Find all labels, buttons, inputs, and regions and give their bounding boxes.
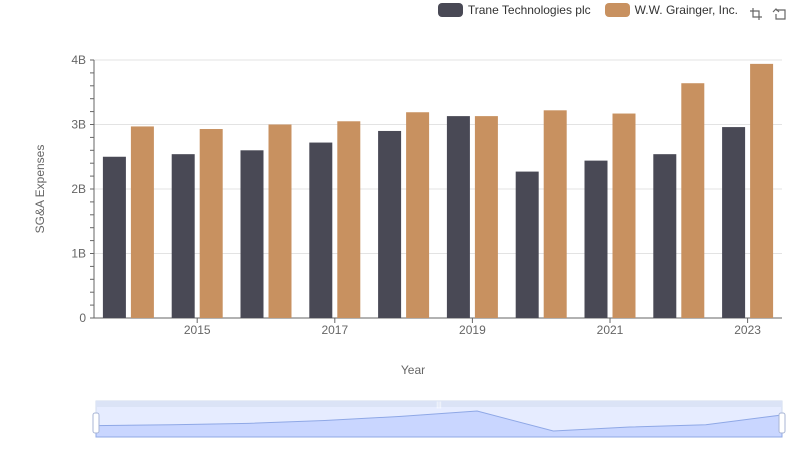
bar-grainger-2016[interactable] xyxy=(268,124,292,319)
legend-item-trane[interactable]: Trane Technologies plc xyxy=(437,3,591,17)
legend-swatch-trane xyxy=(437,3,463,17)
legend-item-grainger[interactable]: W.W. Grainger, Inc. xyxy=(604,3,738,17)
x-tick-label: 2021 xyxy=(597,323,624,337)
zoom-reset-icon[interactable] xyxy=(772,6,788,22)
zoom-handle-right[interactable] xyxy=(778,412,786,434)
bar-trane-2019[interactable] xyxy=(446,116,470,319)
bar-trane-2022[interactable] xyxy=(653,154,677,318)
zoom-slider-top-bar[interactable] xyxy=(96,401,782,407)
y-tick-label: 4B xyxy=(71,53,86,67)
bar-grainger-2021[interactable] xyxy=(612,113,636,318)
bar-grainger-2015[interactable] xyxy=(199,129,223,318)
bar-grainger-2018[interactable] xyxy=(406,112,430,319)
bar-trane-2018[interactable] xyxy=(378,130,402,318)
bar-trane-2023[interactable] xyxy=(722,127,746,318)
y-tick-label: 3B xyxy=(71,118,86,132)
bar-grainger-2017[interactable] xyxy=(337,121,361,319)
x-tick-label: 2015 xyxy=(184,323,211,337)
legend: Trane Technologies plc W.W. Grainger, In… xyxy=(437,3,738,17)
bar-grainger-2014[interactable] xyxy=(130,126,154,318)
bar-trane-2015[interactable] xyxy=(171,154,195,318)
bar-grainger-2023[interactable] xyxy=(750,63,774,319)
toolbox xyxy=(748,6,788,22)
bar-trane-2021[interactable] xyxy=(584,160,608,318)
bar-grainger-2022[interactable] xyxy=(681,83,705,318)
bar-trane-2017[interactable] xyxy=(309,142,333,318)
y-tick-label: 2B xyxy=(71,182,86,196)
legend-swatch-grainger xyxy=(604,3,630,17)
zoom-slider-grip[interactable]: ||| xyxy=(436,402,442,409)
y-tick-label: 0 xyxy=(79,311,86,325)
x-tick-label: 2017 xyxy=(321,323,348,337)
zoom-handle-left[interactable] xyxy=(92,412,100,434)
bar-grainger-2019[interactable] xyxy=(474,116,498,319)
bar-trane-2014[interactable] xyxy=(102,156,126,318)
bar-trane-2016[interactable] xyxy=(240,150,264,318)
legend-label-trane: Trane Technologies plc xyxy=(467,3,591,17)
data-zoom-icon[interactable] xyxy=(748,6,764,22)
x-tick-label: 2019 xyxy=(459,323,486,337)
x-axis-title: Year xyxy=(401,363,425,377)
x-tick-label: 2023 xyxy=(734,323,761,337)
legend-label-grainger: W.W. Grainger, Inc. xyxy=(634,3,738,17)
y-tick-label: 1B xyxy=(71,247,86,261)
bar-grainger-2020[interactable] xyxy=(543,110,567,318)
bar-trane-2020[interactable] xyxy=(515,171,539,318)
y-axis-title: SG&A Expenses xyxy=(33,145,47,234)
zoom-slider-preview xyxy=(95,410,783,438)
